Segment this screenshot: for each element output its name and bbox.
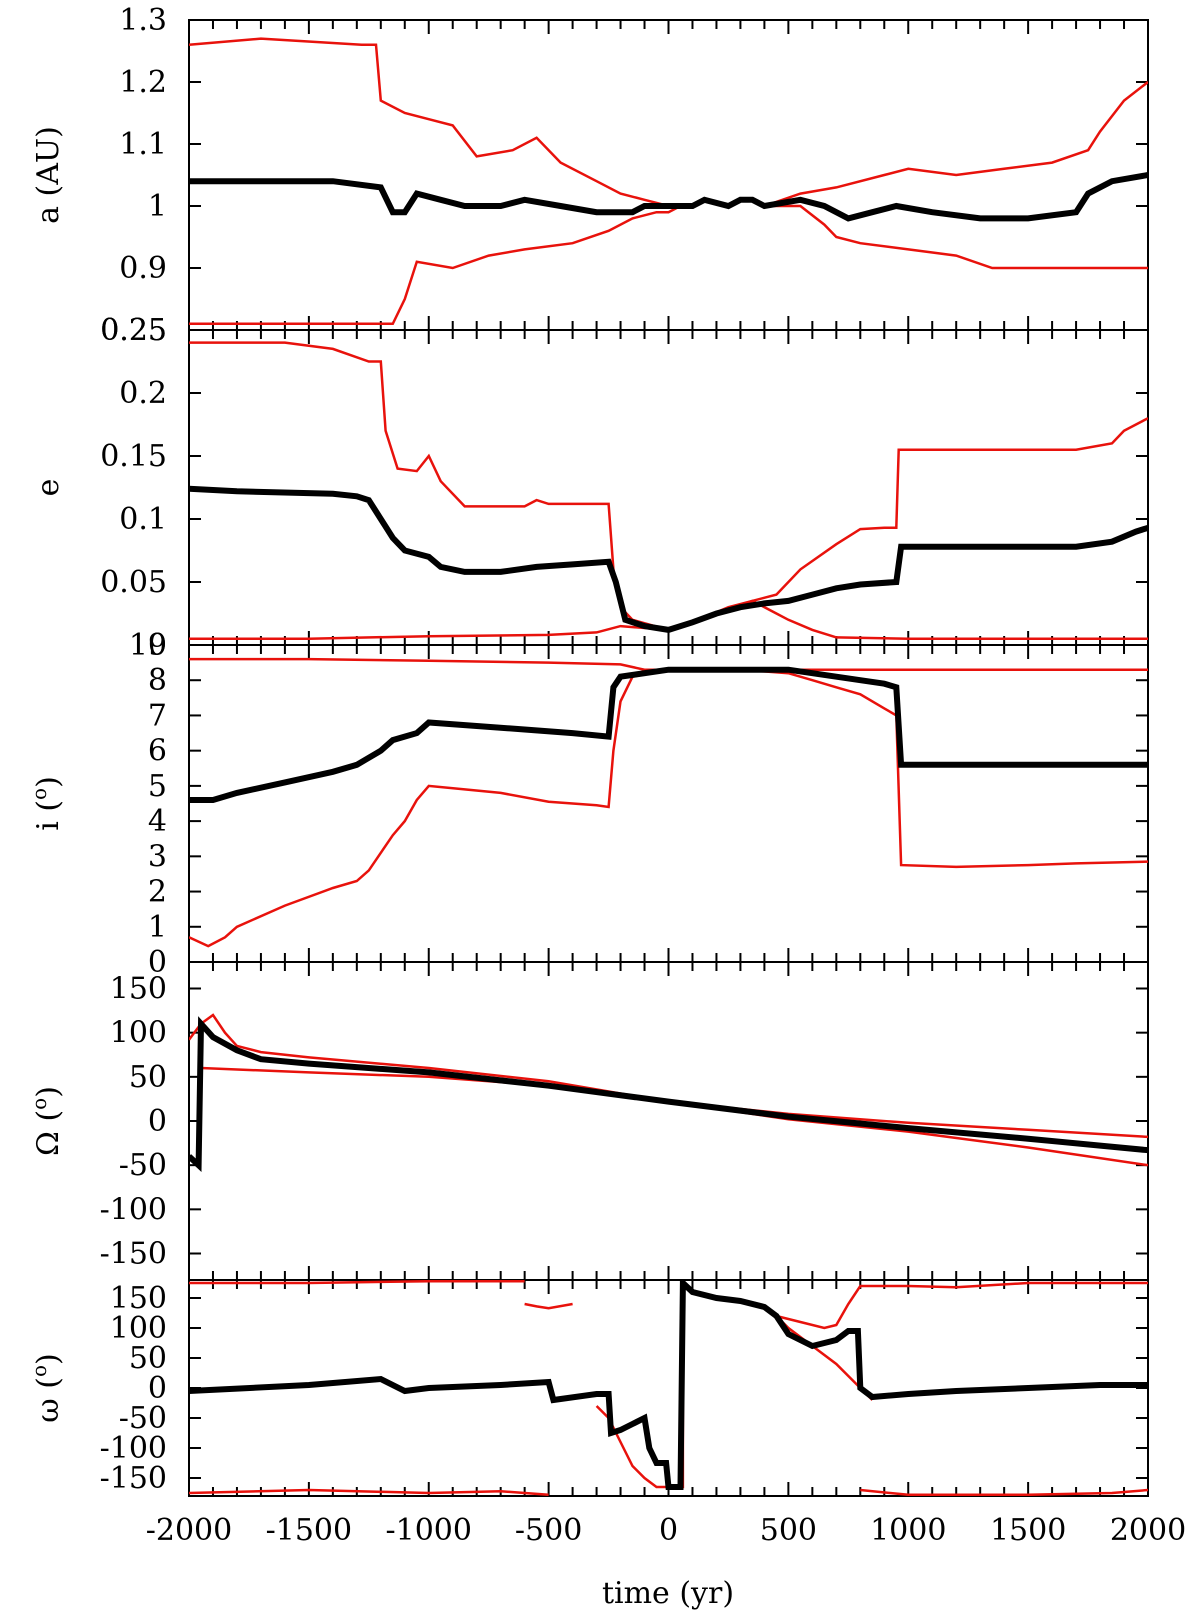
panel-a: 0.25 0.9 1 1.1 1.2 1.3 a (AU)	[31, 3, 1149, 348]
x-axis: -2000 -1500 -1000 -500 0 500 1000 1500 2000	[146, 1513, 1186, 1548]
y-tick-label: 9	[148, 628, 167, 663]
y-tick-label: -100	[100, 1431, 167, 1466]
x-axis-label: time (yr)	[602, 1576, 734, 1611]
y-axis-label-i: i (o)	[27, 776, 66, 831]
y-axis-label-a: a (AU)	[31, 126, 66, 224]
y-axis-label-e: e	[31, 479, 66, 497]
bound-series-line-Omega-0	[189, 1013, 1148, 1167]
x-tick-label: -2000	[146, 1513, 232, 1548]
y-tick-label: 100	[110, 1311, 167, 1346]
y-tick-label: -150	[100, 1461, 167, 1496]
x-tick-label: 2000	[1110, 1513, 1186, 1548]
y-tick-label: 50	[129, 1060, 167, 1095]
y-tick-label: 0	[148, 945, 167, 980]
nominal-series-line-a-2	[189, 172, 1148, 222]
x-tick-label: -1000	[386, 1513, 472, 1548]
y-tick-label: 2	[148, 875, 167, 910]
nominal-series-line-e-2	[189, 485, 1148, 633]
y-tick-label: 1	[148, 189, 167, 224]
y-tick-label: 0.25	[100, 313, 167, 348]
y-tick-label: 100	[110, 1016, 167, 1051]
y-tick-label: -100	[100, 1192, 167, 1227]
y-tick-label: 1.1	[119, 127, 167, 162]
bound-series-line-e-0	[189, 341, 1148, 632]
y-tick-label: 0.9	[119, 251, 167, 286]
y-tick-label: 10	[129, 628, 167, 663]
bound-series-line-omega-0	[189, 1280, 525, 1285]
nominal-series-line-i-2	[189, 666, 1148, 803]
y-tick-label: 8	[148, 663, 167, 698]
y-tick-label: 6	[148, 734, 167, 769]
panel-frame	[188, 19, 1149, 331]
bound-series-line-i-1	[189, 668, 1148, 948]
bound-series-line-a-0	[189, 37, 1148, 270]
series-group	[189, 37, 1148, 326]
panel-frame	[188, 644, 1149, 963]
x-tick-label: 0	[659, 1513, 678, 1548]
bound-series-line-omega-3	[595, 1280, 874, 1489]
y-tick-label: 0.2	[119, 376, 167, 411]
y-tick-label: 1	[148, 910, 167, 945]
y-tick-label: 7	[148, 698, 167, 733]
nominal-series-line-omega-6	[189, 1280, 1148, 1490]
y-tick-label: -50	[119, 1148, 167, 1183]
y-axis-label-Omega: Ω (o)	[27, 1086, 66, 1156]
y-tick-label: 5	[148, 769, 167, 804]
bound-series-line-omega-1	[189, 1488, 549, 1496]
bound-series-line-omega-4	[776, 1281, 1148, 1330]
bound-series-line-omega-2	[524, 1302, 573, 1310]
y-tick-label: -50	[119, 1401, 167, 1436]
series-group	[189, 1280, 1148, 1496]
y-tick-label: 0	[148, 1104, 167, 1139]
y-tick-label: 1.3	[119, 3, 167, 38]
x-tick-label: -500	[515, 1513, 582, 1548]
y-tick-label: 1.2	[119, 65, 167, 100]
panel-e: 10 0.05 0.1 0.15 0.2 0.25 e	[31, 313, 1149, 663]
panel-Omega: -150 -100 -50 0 50 100 150 Ω (o)	[27, 961, 1149, 1281]
x-tick-label: -1500	[266, 1513, 352, 1548]
y-tick-label: 0.25	[100, 313, 167, 348]
series-group	[189, 1013, 1148, 1172]
bound-series-line-i-0	[189, 657, 1148, 671]
y-tick-label: 0.15	[100, 439, 167, 474]
y-tick-label: 0.05	[100, 565, 167, 600]
panel-frame	[188, 961, 1149, 1281]
bound-series-line-omega-5	[860, 1488, 1148, 1496]
y-tick-label: 0.1	[119, 502, 167, 537]
y-tick-label: -150	[100, 1237, 167, 1272]
x-tick-label: 1500	[990, 1513, 1066, 1548]
y-tick-label: 150	[110, 972, 167, 1007]
y-tick-label: 0	[148, 1371, 167, 1406]
series-group	[189, 341, 1148, 640]
y-axis-label-omega: ω (o)	[27, 1353, 66, 1422]
x-tick-label: 500	[760, 1513, 817, 1548]
y-tick-label: 50	[129, 1341, 167, 1376]
y-tick-label: 3	[148, 839, 167, 874]
y-tick-label: 150	[110, 1281, 167, 1316]
nominal-series-line-Omega-2	[189, 1016, 1148, 1172]
x-tick-label: 1000	[870, 1513, 946, 1548]
y-tick-label: 4	[148, 804, 167, 839]
panel-frame	[188, 329, 1149, 646]
bound-series-line-a-1	[189, 81, 1148, 326]
series-group	[189, 657, 1148, 948]
panels: 0.250.911.11.21.3a (AU)100.050.10.150.20…	[27, 3, 1149, 1497]
